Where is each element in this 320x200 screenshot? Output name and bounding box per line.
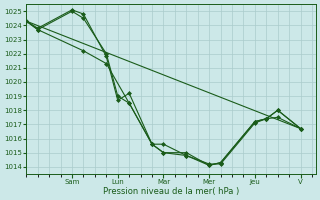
X-axis label: Pression niveau de la mer( hPa ): Pression niveau de la mer( hPa ) (103, 187, 239, 196)
